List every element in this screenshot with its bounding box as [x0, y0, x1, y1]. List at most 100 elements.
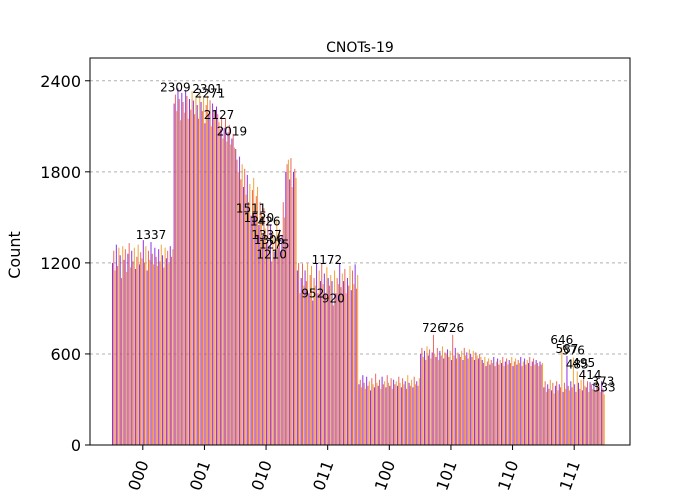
bar: [370, 390, 372, 445]
bar: [372, 384, 374, 445]
bar: [371, 378, 373, 445]
bar: [244, 168, 246, 446]
bar: [147, 250, 149, 445]
bar: [298, 262, 300, 445]
bar: [218, 122, 220, 445]
bar: [318, 270, 320, 445]
bar: [232, 133, 234, 445]
bar: [295, 177, 297, 445]
bar: [498, 364, 500, 445]
bar: [406, 388, 407, 445]
bar: [358, 384, 360, 445]
bar: [449, 350, 451, 445]
bar: [169, 246, 171, 445]
bar: [551, 390, 553, 445]
bar: [224, 118, 226, 446]
bar: [465, 355, 467, 445]
bar: [547, 384, 549, 445]
bar: [359, 379, 361, 445]
bar: [334, 270, 336, 445]
bar: [441, 346, 443, 445]
bar: [141, 258, 143, 445]
bar: [520, 356, 522, 445]
bar: [221, 117, 223, 445]
bar: [309, 275, 311, 445]
bar: [119, 255, 121, 445]
bar: [597, 387, 599, 445]
bar: [357, 275, 359, 445]
bar: [536, 363, 538, 445]
bar: [174, 94, 176, 445]
bar: [230, 144, 232, 445]
bar: [353, 284, 355, 445]
bar: [335, 293, 337, 445]
bar: [580, 379, 582, 445]
bar: [249, 183, 251, 445]
bar: [601, 381, 603, 445]
bar: [327, 278, 329, 445]
bar: [488, 358, 490, 445]
bar: [272, 232, 274, 445]
bar: [398, 376, 400, 445]
bar: [389, 385, 391, 445]
bar: [260, 214, 262, 445]
bar: [343, 281, 345, 445]
bar: [438, 360, 440, 445]
bar: [603, 394, 605, 445]
bar: [173, 103, 175, 445]
bar: [255, 196, 257, 445]
bar: [313, 278, 315, 445]
bar: [583, 369, 585, 445]
chart-title: CNOTs-19: [326, 40, 394, 56]
bar: [545, 391, 547, 445]
bar: [154, 247, 156, 445]
bar: [477, 358, 479, 445]
bar: [594, 390, 596, 445]
bar: [163, 267, 165, 445]
bar: [423, 350, 425, 445]
bar: [434, 353, 436, 445]
data-label: 920: [322, 291, 345, 305]
data-label: 2127: [204, 108, 235, 122]
bar: [494, 366, 496, 445]
bar: [511, 356, 513, 445]
bar: [300, 278, 302, 445]
bar: [584, 385, 586, 445]
bar: [210, 126, 212, 445]
bar: [268, 246, 270, 445]
bar: [598, 385, 600, 445]
data-label: 333: [593, 380, 616, 394]
bar: [384, 381, 386, 445]
bar: [556, 381, 558, 445]
bar: [574, 384, 576, 445]
bar: [501, 363, 502, 445]
bar: [112, 262, 113, 445]
bar: [176, 111, 178, 446]
bar: [159, 261, 161, 445]
data-label: 2301: [192, 82, 223, 96]
bar: [579, 388, 581, 445]
bar: [113, 250, 115, 445]
bar: [345, 293, 347, 445]
bar: [397, 385, 398, 445]
bar: [181, 92, 183, 445]
bar: [553, 393, 555, 445]
bar: [599, 391, 601, 445]
bar: [566, 355, 568, 445]
bar: [407, 375, 409, 445]
bar: [257, 187, 259, 445]
bar: [326, 267, 328, 445]
bar: [328, 285, 330, 445]
bar: [381, 376, 383, 445]
bar: [363, 382, 365, 445]
bar: [212, 103, 214, 445]
bar: [302, 263, 303, 445]
bar: [207, 95, 208, 445]
bar: [567, 385, 569, 445]
bar: [273, 251, 275, 445]
bar: [277, 247, 279, 445]
data-label: 576: [562, 344, 585, 358]
bar: [366, 376, 368, 445]
bar: [142, 240, 144, 445]
bar: [264, 228, 266, 445]
